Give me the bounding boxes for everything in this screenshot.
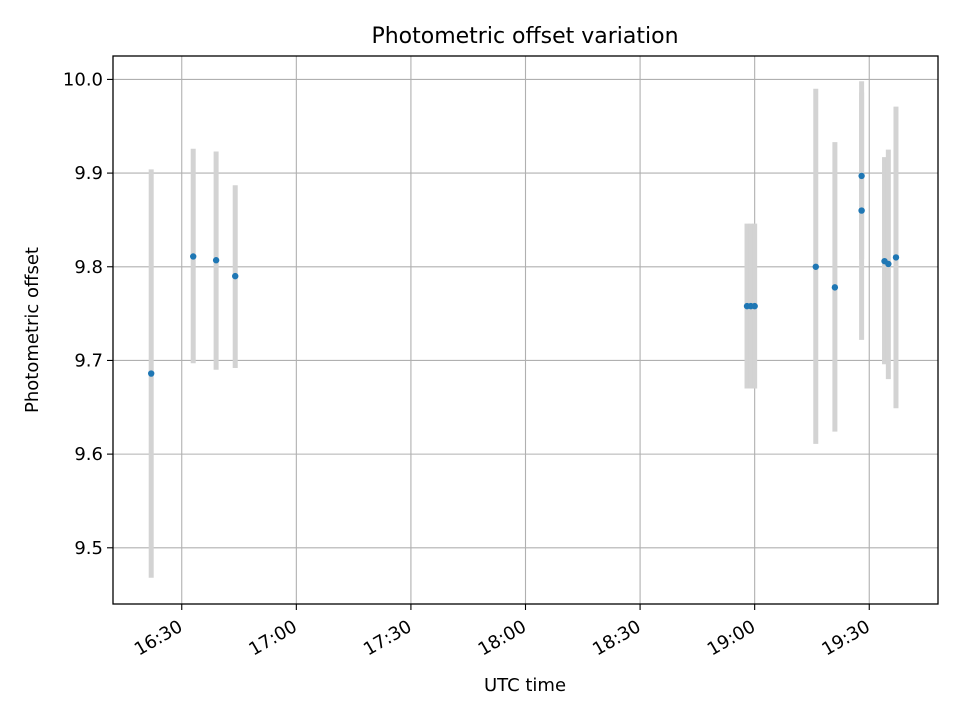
- data-point: [812, 263, 819, 270]
- data-points: [147, 172, 900, 377]
- data-point: [858, 207, 865, 214]
- x-axis-label: UTC time: [484, 675, 566, 696]
- data-point: [212, 257, 220, 264]
- y-tick-label: 10.0: [63, 69, 103, 90]
- data-point: [858, 172, 865, 180]
- data-point: [751, 302, 758, 310]
- y-tick-label: 9.6: [74, 444, 103, 465]
- data-point: [831, 284, 839, 291]
- data-point: [885, 260, 892, 268]
- chart-title: Photometric offset variation: [371, 24, 678, 49]
- data-point: [892, 254, 900, 261]
- data-point: [190, 253, 197, 260]
- y-tick-label: 9.9: [74, 163, 103, 184]
- y-tick-label: 9.5: [74, 538, 103, 559]
- data-point: [147, 370, 155, 377]
- y-tick-label: 9.8: [74, 257, 103, 278]
- data-point: [232, 272, 239, 280]
- grid: [113, 56, 938, 604]
- y-tick-label: 9.7: [74, 350, 103, 371]
- y-axis-ticks: 9.5 9.6 9.7 9.8 9.9 10.0: [63, 69, 113, 559]
- y-axis-label: Photometric offset: [22, 247, 43, 413]
